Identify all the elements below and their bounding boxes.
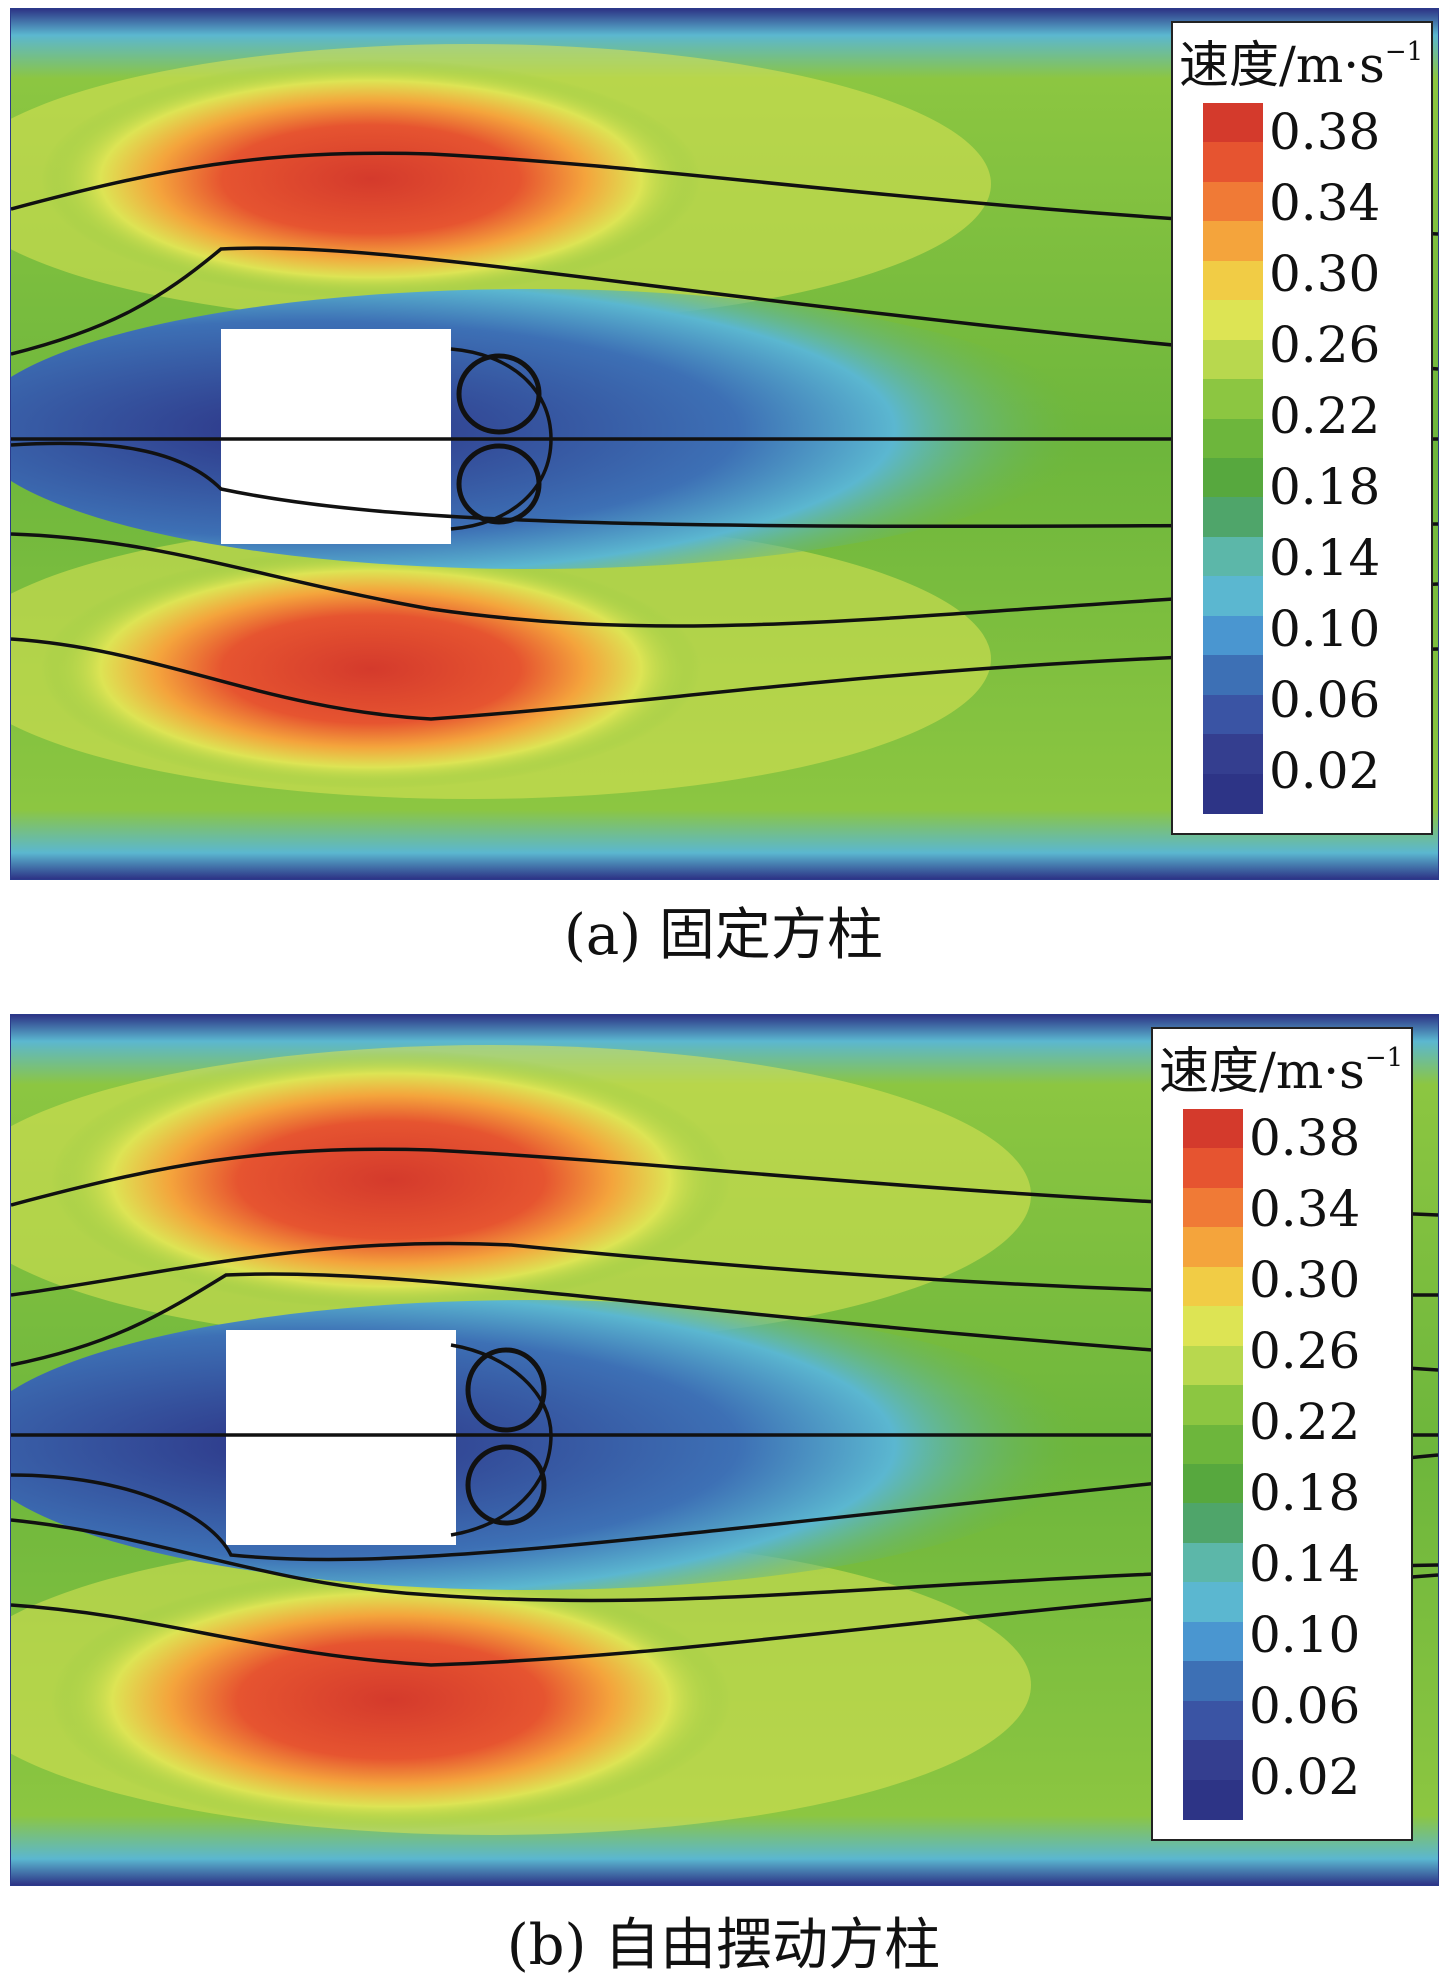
legend-tick-label: 0.18	[1249, 1464, 1361, 1522]
legend-tick-label: 0.22	[1249, 1393, 1361, 1451]
legend-swatch	[1203, 379, 1263, 420]
legend-swatch	[1203, 221, 1263, 262]
legend-swatch	[1203, 300, 1263, 341]
legend-swatch	[1203, 181, 1263, 223]
legend-tick-label: 0.02	[1269, 742, 1381, 800]
legend-tick-label: 0.30	[1249, 1251, 1361, 1309]
legend-swatch	[1203, 260, 1263, 302]
legend-tick-label: 0.30	[1269, 245, 1381, 303]
legend-swatch	[1203, 458, 1263, 499]
legend-swatch	[1203, 576, 1263, 617]
legend-swatch	[1183, 1464, 1243, 1505]
legend-swatch	[1183, 1700, 1243, 1742]
legend-title-b: 速度/m·s−1	[1159, 1042, 1404, 1100]
legend-tick-label: 0.34	[1249, 1180, 1361, 1238]
legend-swatch	[1183, 1266, 1243, 1308]
legend-swatch	[1183, 1385, 1243, 1426]
caption-a: (a) 固定方柱	[564, 903, 883, 968]
legend-tick-label: 0.34	[1269, 174, 1381, 232]
legend-tick-label: 0.38	[1249, 1109, 1361, 1167]
legend-title-a: 速度/m·s−1	[1179, 36, 1424, 94]
legend-swatch	[1203, 655, 1263, 696]
legend-swatch	[1183, 1424, 1243, 1465]
legend-tick-label: 0.06	[1269, 671, 1381, 729]
legend-swatch	[1203, 339, 1263, 381]
legend-swatch	[1203, 418, 1263, 459]
caption-b: (b) 自由摆动方柱	[506, 1913, 941, 1978]
legend-swatch	[1203, 694, 1263, 736]
legend-tick-label: 0.02	[1249, 1748, 1361, 1806]
legend-tick-label: 0.10	[1249, 1606, 1361, 1664]
legend-swatch	[1203, 773, 1263, 814]
legend-tick-label: 0.26	[1249, 1322, 1361, 1380]
legend-swatch	[1203, 142, 1263, 183]
legend-tick-label: 0.26	[1269, 316, 1381, 374]
legend-swatch	[1183, 1661, 1243, 1702]
legend-tick-label: 0.14	[1249, 1535, 1361, 1593]
legend-colorbar-b	[1183, 1109, 1243, 1820]
legend-swatch	[1203, 497, 1263, 538]
legend-swatch	[1183, 1306, 1243, 1347]
legend-tick-label: 0.14	[1269, 529, 1381, 587]
legend-swatch	[1183, 1503, 1243, 1544]
legend-swatch	[1183, 1187, 1243, 1229]
legend-tick-label: 0.10	[1269, 600, 1381, 658]
legend-swatch	[1203, 103, 1263, 144]
legend-swatch	[1203, 536, 1263, 578]
color-legend-a: 速度/m·s−1 0.38 0.34 0.30 0.26 0.22 0.18 0.14 0.1…	[1171, 21, 1433, 835]
legend-swatch	[1183, 1345, 1243, 1387]
velocity-field-panel-b: 速度/m·s−1 0.38 0.34 0.30 0.26 0.22 0.18 0.14 0.1…	[10, 1014, 1439, 1886]
legend-swatch	[1183, 1148, 1243, 1189]
legend-swatch	[1183, 1740, 1243, 1781]
legend-tick-label: 0.06	[1249, 1677, 1361, 1735]
legend-swatch	[1183, 1109, 1243, 1150]
legend-tick-label: 0.18	[1269, 458, 1381, 516]
legend-swatch	[1183, 1582, 1243, 1623]
legend-swatch	[1183, 1542, 1243, 1584]
color-legend-b: 速度/m·s−1 0.38 0.34 0.30 0.26 0.22 0.18 0.14 0.1…	[1151, 1027, 1413, 1841]
legend-tick-label: 0.38	[1269, 103, 1381, 161]
velocity-field-panel-a: 速度/m·s−1 0.38 0.34 0.30 0.26 0.22 0.18 0.14 0.1…	[10, 8, 1439, 880]
legend-swatch	[1183, 1621, 1243, 1663]
legend-swatch	[1183, 1227, 1243, 1268]
legend-swatch	[1203, 615, 1263, 657]
legend-colorbar-a	[1203, 103, 1263, 814]
legend-swatch	[1203, 734, 1263, 775]
legend-tick-label: 0.22	[1269, 387, 1381, 445]
legend-swatch	[1183, 1779, 1243, 1820]
